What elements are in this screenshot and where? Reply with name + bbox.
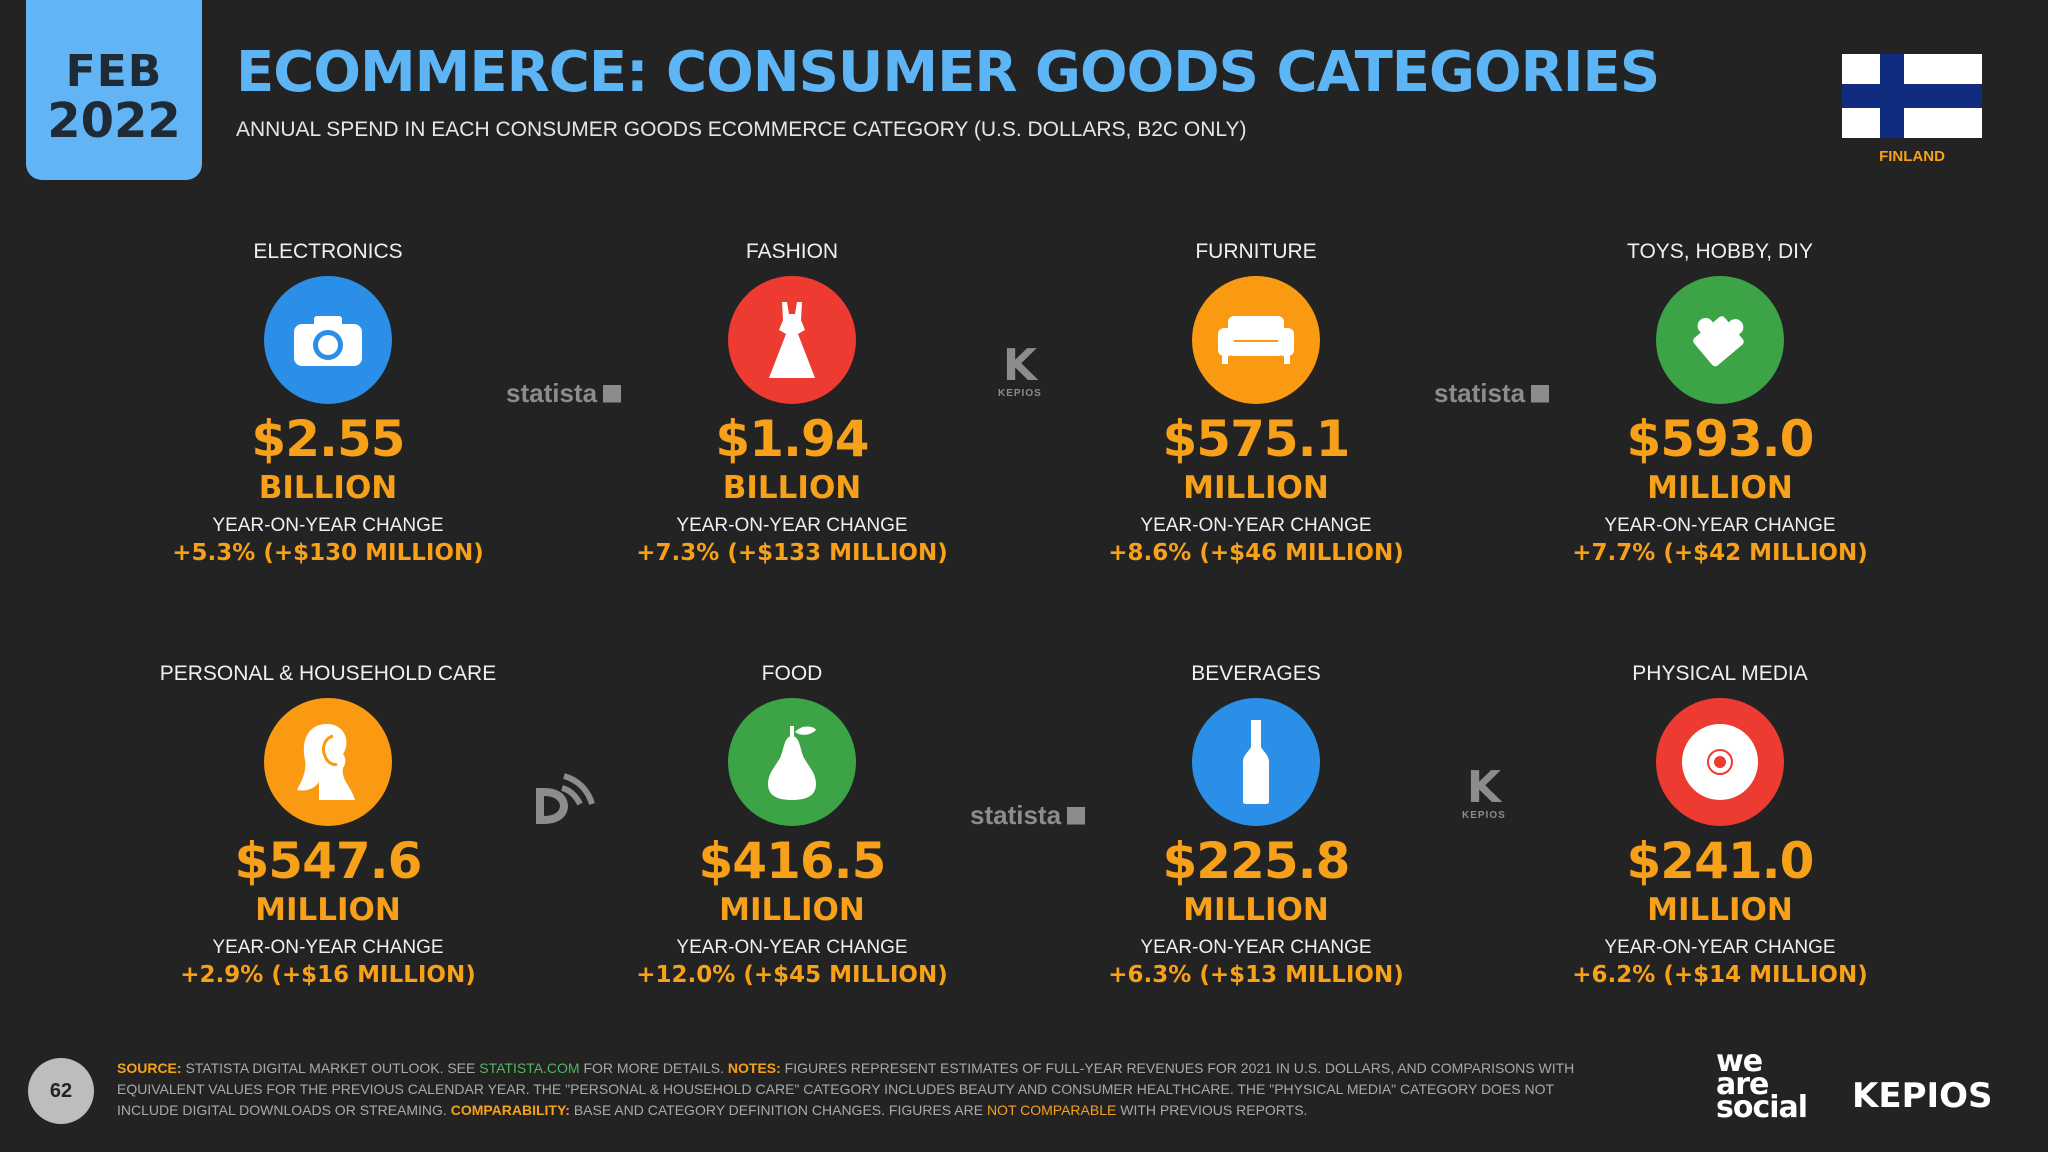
category-unit: MILLION xyxy=(1647,470,1793,506)
yoy-label: YEAR-ON-YEAR CHANGE xyxy=(1140,937,1372,958)
dress-icon xyxy=(728,276,856,404)
page-title: ECOMMERCE: CONSUMER GOODS CATEGORIES xyxy=(236,40,1660,105)
notes-label: NOTES: xyxy=(727,1060,781,1076)
category-unit: BILLION xyxy=(722,470,862,506)
kepios-logo-icon: K xyxy=(1466,762,1501,813)
source-text: STATISTA DIGITAL MARKET OUTLOOK. SEE xyxy=(181,1060,480,1076)
statista-logo-icon xyxy=(1067,806,1086,825)
woman-profile-icon xyxy=(264,698,392,826)
kepios-k-icon: K xyxy=(1852,1076,1879,1116)
category-label: FASHION xyxy=(745,240,839,263)
kepios-watermark-text: KEPIOS xyxy=(998,388,1042,399)
yoy-label: YEAR-ON-YEAR CHANGE xyxy=(1604,937,1836,958)
yoy-label: YEAR-ON-YEAR CHANGE xyxy=(1604,515,1836,536)
category-label: TOYS, HOBBY, DIY xyxy=(1627,240,1813,263)
yoy-change: +6.2% (+$14 MILLION) xyxy=(1572,962,1868,988)
kepios-logo: KEPIOS xyxy=(1852,1076,1993,1116)
yoy-label: YEAR-ON-YEAR CHANGE xyxy=(212,937,444,958)
comparability-end: WITH PREVIOUS REPORTS. xyxy=(1116,1102,1308,1118)
yoy-change: +5.3% (+$130 MILLION) xyxy=(172,540,484,566)
kepios-watermark: K KEPIOS xyxy=(998,340,1042,400)
page-subtitle: ANNUAL SPEND IN EACH CONSUMER GOODS ECOM… xyxy=(236,118,1247,141)
category-unit: MILLION xyxy=(1183,470,1329,506)
yoy-change: +12.0% (+$45 MILLION) xyxy=(636,962,948,988)
notes-text: FIGURES REPRESENT ESTIMATES OF FULL-YEAR… xyxy=(117,1060,1575,1118)
puzzle-icon xyxy=(1656,276,1784,404)
yoy-label: YEAR-ON-YEAR CHANGE xyxy=(212,515,444,536)
category-unit: MILLION xyxy=(1183,892,1329,928)
statista-watermark-text: statista xyxy=(506,378,598,408)
sofa-icon xyxy=(1192,276,1320,404)
yoy-change: +7.7% (+$42 MILLION) xyxy=(1572,540,1868,566)
bottle-icon xyxy=(1192,698,1320,826)
kepios-watermark: K KEPIOS xyxy=(1462,762,1506,822)
statista-watermark-text: statista xyxy=(970,800,1062,830)
category-label: ELECTRONICS xyxy=(253,240,403,263)
country-label: FINLAND xyxy=(1879,148,1945,165)
statista-watermark: statista xyxy=(1434,378,1550,409)
not-comparable-text: NOT COMPARABLE xyxy=(986,1102,1117,1118)
statista-logo-icon xyxy=(603,384,622,403)
category-unit: MILLION xyxy=(255,892,401,928)
category-label: BEVERAGES xyxy=(1191,662,1321,685)
footer-notes: SOURCE: STATISTA DIGITAL MARKET OUTLOOK.… xyxy=(117,1058,1597,1121)
we-are-social-word: social xyxy=(1716,1090,1808,1125)
yoy-change: +6.3% (+$13 MILLION) xyxy=(1108,962,1404,988)
source-label: SOURCE: xyxy=(117,1060,182,1076)
yoy-label: YEAR-ON-YEAR CHANGE xyxy=(676,515,908,536)
date-badge: FEB 2022 xyxy=(26,0,202,180)
category-value: $241.0 xyxy=(1626,832,1815,890)
we-are-social-word: we xyxy=(1716,1044,1763,1079)
kepios-logo-icon: K xyxy=(1002,340,1037,391)
category-value: $416.5 xyxy=(698,832,887,890)
kepios-watermark-text: KEPIOS xyxy=(1462,810,1506,821)
source-link[interactable]: STATISTA.COM xyxy=(479,1060,580,1076)
yoy-label: YEAR-ON-YEAR CHANGE xyxy=(1140,515,1372,536)
we-are-social-logo: we are social xyxy=(1716,1044,1808,1125)
kepios-logo-text: EPIOS xyxy=(1878,1076,1993,1116)
category-unit: BILLION xyxy=(258,470,398,506)
disc-icon xyxy=(1656,698,1784,826)
category-label: PERSONAL & HOUSEHOLD CARE xyxy=(159,662,497,685)
statista-watermark: statista xyxy=(506,378,622,409)
camera-icon xyxy=(264,276,392,404)
category-value: $593.0 xyxy=(1626,410,1815,468)
date-year: 2022 xyxy=(47,92,181,149)
pear-icon xyxy=(728,698,856,826)
source-text-end: FOR MORE DETAILS. xyxy=(579,1060,728,1076)
category-value: $225.8 xyxy=(1162,832,1351,890)
category-unit: MILLION xyxy=(1647,892,1793,928)
date-month: FEB xyxy=(65,46,163,98)
yoy-change: +2.9% (+$16 MILLION) xyxy=(180,962,476,988)
statista-watermark: statista xyxy=(970,800,1086,831)
category-label: FURNITURE xyxy=(1195,240,1317,263)
yoy-label: YEAR-ON-YEAR CHANGE xyxy=(676,937,908,958)
category-label: FOOD xyxy=(761,662,823,685)
comparability-label: COMPARABILITY: xyxy=(450,1102,570,1118)
page-number: 62 xyxy=(28,1058,94,1124)
comparability-text: BASE AND CATEGORY DEFINITION CHANGES. FI… xyxy=(569,1102,987,1118)
category-label: PHYSICAL MEDIA xyxy=(1632,662,1808,685)
finland-flag-icon xyxy=(1842,54,1982,138)
category-value: $2.55 xyxy=(251,410,405,468)
category-value: $547.6 xyxy=(234,832,423,890)
datareportal-logo-icon xyxy=(534,770,596,831)
statista-watermark-text: statista xyxy=(1434,378,1526,408)
statista-logo-icon xyxy=(1531,384,1550,403)
category-value: $575.1 xyxy=(1162,410,1351,468)
yoy-change: +8.6% (+$46 MILLION) xyxy=(1108,540,1404,566)
category-unit: MILLION xyxy=(719,892,865,928)
yoy-change: +7.3% (+$133 MILLION) xyxy=(636,540,948,566)
category-value: $1.94 xyxy=(715,410,869,468)
we-are-social-word: are xyxy=(1716,1067,1769,1102)
